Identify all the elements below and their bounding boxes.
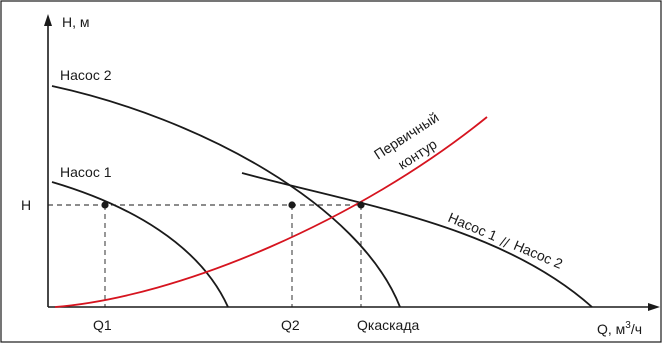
q2-mark-label: Q2 — [281, 317, 300, 333]
pump2-operating-point — [288, 201, 296, 209]
pump2-curve — [51, 85, 401, 308]
qcascade-mark-label: Qкаскада — [357, 317, 419, 333]
cascade-curve-label: Насос 1//Насос 2 — [445, 209, 565, 274]
y-axis-label: H, м — [62, 14, 90, 30]
cascade-curve — [241, 172, 593, 308]
pump1-curve — [51, 181, 229, 308]
h-mark-label: H — [21, 197, 31, 213]
y-axis-arrow-icon — [44, 14, 52, 26]
pump1-operating-point — [101, 201, 109, 209]
cascade-operating-point — [357, 201, 365, 209]
pump1-label: Насос 1 — [60, 164, 112, 180]
primary-circuit-curve — [54, 116, 488, 308]
x-axis-arrow-icon — [648, 303, 660, 311]
pump2-label: Насос 2 — [60, 67, 112, 83]
x-axis-label: Q, м3/ч — [597, 320, 642, 337]
q1-mark-label: Q1 — [93, 317, 112, 333]
